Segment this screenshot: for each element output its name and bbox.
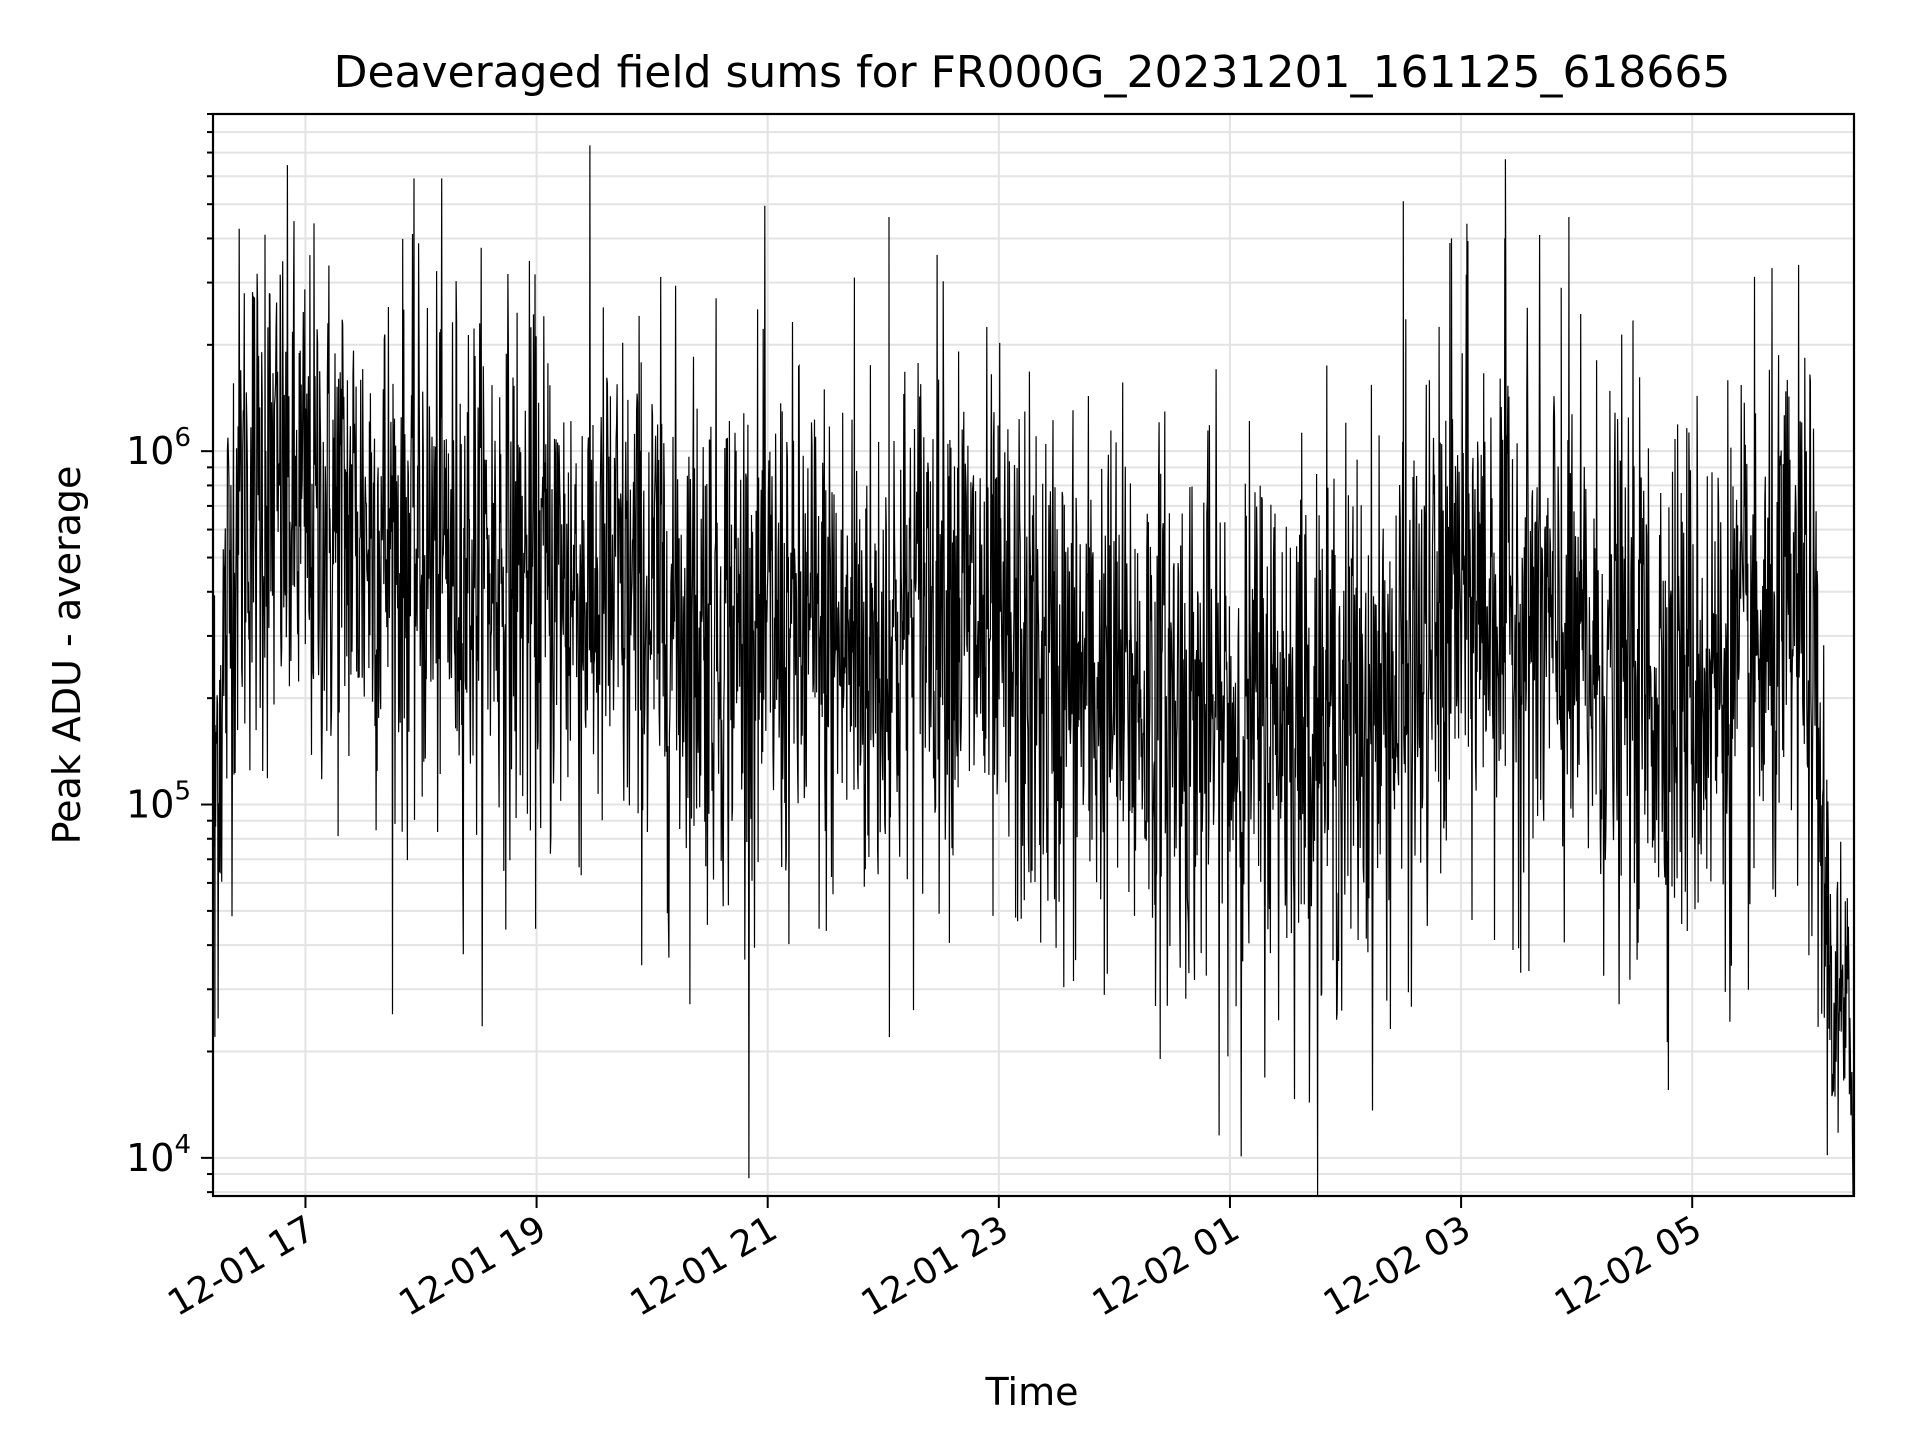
plot-frame — [211, 112, 1856, 1198]
x-tick-label: 12-02 03 — [1317, 1208, 1478, 1324]
y-tick-label: 104 — [126, 1130, 191, 1180]
x-axis-label: Time — [985, 1370, 1079, 1414]
series-line — [213, 145, 1854, 1196]
y-tick-label: 105 — [126, 777, 191, 827]
y-axis-label: Peak ADU - average — [45, 466, 89, 845]
x-tick-label: 12-02 01 — [1086, 1208, 1247, 1324]
x-tick-label: 12-01 21 — [624, 1208, 785, 1324]
chart-title: Deaveraged field sums for FR000G_2023120… — [334, 47, 1731, 98]
y-tick-label: 106 — [126, 423, 191, 473]
plot-clip-area — [213, 145, 1854, 1196]
y-axis: 104 105 106 — [126, 113, 213, 1194]
x-tick-label: 12-02 05 — [1548, 1208, 1709, 1324]
x-tick-label: 12-01 19 — [392, 1208, 553, 1324]
x-tick-label: 12-01 17 — [161, 1208, 322, 1324]
x-axis: 12-01 17 12-01 19 12-01 21 12-01 23 12-02 01… — [161, 1196, 1709, 1325]
x-tick-label: 12-01 23 — [855, 1208, 1016, 1324]
